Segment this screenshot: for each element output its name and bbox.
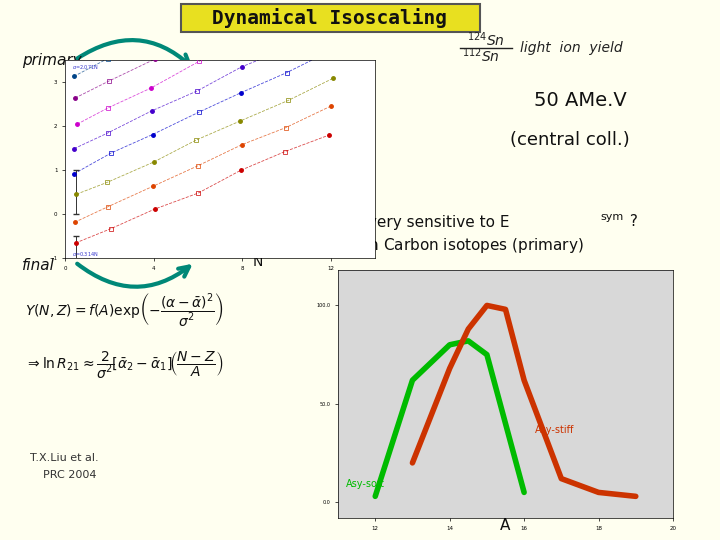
FancyBboxPatch shape (181, 4, 480, 32)
Text: N: N (253, 255, 264, 269)
Text: Asy-soft: Asy-soft (346, 478, 384, 489)
Text: Z=7: Z=7 (215, 171, 251, 189)
FancyArrowPatch shape (77, 40, 189, 65)
Text: $^{112}$Sn: $^{112}$Sn (462, 46, 500, 65)
Text: light  ion  yield: light ion yield (520, 41, 623, 55)
Text: $\alpha$=2.071N: $\alpha$=2.071N (72, 63, 98, 71)
Text: Z=1*: Z=1* (118, 101, 162, 119)
Text: PRC 2004: PRC 2004 (43, 470, 96, 480)
FancyArrowPatch shape (77, 264, 189, 287)
Text: final: final (22, 258, 55, 273)
Text: ?: ? (625, 214, 638, 230)
Text: sym: sym (600, 212, 624, 222)
Text: primary: primary (22, 52, 81, 68)
Text: $^{124}$Sn Carbon isotopes (primary): $^{124}$Sn Carbon isotopes (primary) (338, 234, 584, 256)
Text: A: A (500, 517, 510, 532)
Text: $^{124}$Sn: $^{124}$Sn (467, 31, 505, 49)
Text: not very sensitive to E: not very sensitive to E (338, 214, 510, 230)
Text: 50 AMe.V: 50 AMe.V (534, 91, 626, 110)
Text: $Y(N,Z) = f(A)\exp\!\left(-\dfrac{(\alpha-\bar{\alpha})^2}{\sigma^2}\right)$: $Y(N,Z) = f(A)\exp\!\left(-\dfrac{(\alph… (25, 292, 224, 328)
Text: (central coll.): (central coll.) (510, 131, 630, 149)
Text: $\alpha$=0.314N: $\alpha$=0.314N (72, 250, 98, 258)
Text: $\Rightarrow \ln R_{21} \approx \dfrac{2}{\sigma^2}\!\left[\bar{\alpha}_2 - \bar: $\Rightarrow \ln R_{21} \approx \dfrac{2… (25, 349, 224, 381)
Text: Dynamical Isoscaling: Dynamical Isoscaling (212, 8, 448, 28)
Text: Asy-stiff: Asy-stiff (535, 426, 575, 435)
Text: T.X.Liu et al.: T.X.Liu et al. (30, 453, 99, 463)
